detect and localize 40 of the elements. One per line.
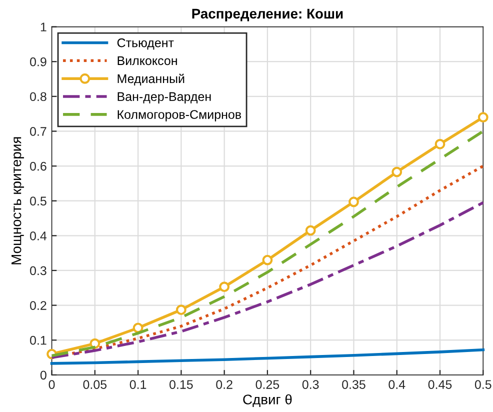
legend-label: Колмогоров-Смирнов [118,110,241,122]
y-tick-label: 0.5 [30,196,46,206]
x-tick-label: 0.3 [302,380,319,389]
chart-title: Распределение: Коши [192,8,343,22]
y-tick-label: 0.2 [30,301,46,310]
legend-label: Ван-дер-Варден [118,92,211,104]
x-tick-label: 0 [48,380,55,389]
x-axis-title: Сдвиг θ [243,394,292,408]
y-axis-title: Мощность критерия [12,137,24,264]
point [132,322,144,334]
y-tick-label: 0.1 [30,336,46,345]
line-series [50,348,485,365]
x-tick-label: 0.35 [342,380,366,389]
legend-label: Стьюдент [117,38,174,50]
point [305,225,316,236]
y-tick-label: 0.6 [30,162,46,171]
legend-label: Медианный [118,74,184,86]
x-tick-label: 0.4 [388,380,406,389]
y-tick-label: 0.7 [30,127,46,136]
x-tick-label: 0.5 [474,380,492,389]
x-tick-label: 0.15 [170,380,193,389]
y-tick-label: 0 [40,370,46,380]
y-tick-label: 0.4 [30,231,47,240]
x-tick-label: 0.2 [216,380,232,389]
point [478,112,488,123]
x-tick-label: 0.45 [428,380,452,389]
point [219,282,230,292]
point [262,254,273,266]
point [348,196,359,208]
point [176,304,186,316]
legend-label: Вилкоксон [118,56,177,66]
x-tick-label: 0.25 [256,380,280,389]
point [392,166,402,178]
x-tick-label: 0.1 [130,380,146,389]
y-tick-label: 1 [40,22,46,32]
y-tick-label: 0.9 [30,57,46,66]
point [434,138,446,150]
y-tick-label: 0.8 [30,92,46,102]
y-tick-label: 0.3 [30,266,46,276]
x-tick-label: 0.05 [83,380,107,389]
